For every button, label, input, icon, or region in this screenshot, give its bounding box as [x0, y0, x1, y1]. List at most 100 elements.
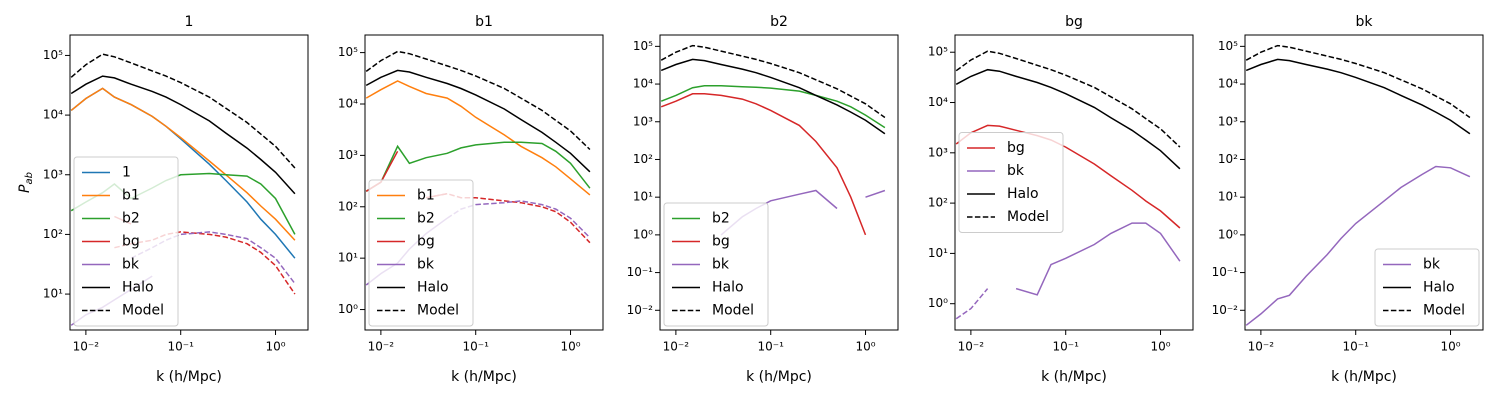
- series-line: [955, 288, 989, 320]
- y-tick-label: 10⁵: [928, 45, 948, 59]
- legend-box: [73, 156, 179, 327]
- subplot: b2 k (h/Mpc) 10⁻² 10⁻¹ 10⁰ 10⁻² 10⁻¹ 10⁰ 10¹ 10² 1…: [627, 14, 899, 385]
- x-tick-label: 10⁻²: [958, 340, 985, 354]
- legend-label: bg: [122, 234, 140, 250]
- y-tick-label: 10²: [338, 199, 358, 213]
- series-line: [1245, 44, 1471, 119]
- subplot: b1 k (h/Mpc) 10⁻² 10⁻¹ 10⁰ 10⁰ 10¹ 10² 10³ 10⁴ 10⁵…: [338, 14, 604, 385]
- y-tick-label: 10²: [43, 227, 63, 241]
- y-tick-label: 10⁵: [1218, 39, 1238, 53]
- series-line: [1245, 165, 1471, 326]
- legend-label: bk: [1423, 257, 1441, 273]
- y-tick-label: 10²: [1218, 152, 1238, 166]
- x-axis-label: k (h/Mpc): [156, 369, 222, 385]
- series-line: [660, 85, 886, 129]
- y-tick-label: 10⁰: [928, 296, 948, 310]
- legend: b1 b2 bg bk Halo Model: [368, 179, 474, 327]
- series-line: [70, 75, 296, 195]
- x-tick-label: 10⁻¹: [167, 340, 194, 354]
- series-line: [1245, 58, 1471, 135]
- legend-label: bk: [122, 257, 140, 273]
- y-tick-label: 10¹: [43, 287, 63, 301]
- legend-label: Model: [712, 303, 754, 319]
- subplot-title: b2: [770, 14, 788, 30]
- y-tick-label: 10³: [338, 148, 358, 162]
- subplot: bg k (h/Mpc) 10⁻² 10⁻¹ 10⁰ 10⁰ 10¹ 10² 10³ 10⁴ 10⁵…: [928, 14, 1194, 385]
- y-tick-label: 10⁻²: [627, 303, 654, 317]
- series-line: [365, 69, 591, 173]
- x-tick-label: 10⁻²: [663, 340, 690, 354]
- y-tick-label: 10³: [928, 145, 948, 159]
- subplot-title: b1: [475, 14, 493, 30]
- series-line: [660, 93, 867, 236]
- x-tick-label: 10⁻¹: [1052, 340, 1079, 354]
- legend-label: bg: [1007, 140, 1025, 156]
- legend-label: Halo: [712, 280, 744, 296]
- y-tick-label: 10¹: [928, 246, 948, 260]
- y-tick-label: 10²: [928, 196, 948, 210]
- legend-box: [1374, 248, 1480, 327]
- y-tick-label: 10³: [1218, 114, 1238, 128]
- plot-frame: [954, 34, 1194, 331]
- subplot: 1 k (h/Mpc) Pab 10⁻² 10⁻¹ 10⁰ 10¹ 10² 10³ 10⁴ 10⁵ 1…: [17, 14, 309, 385]
- x-tick-label: 10⁻²: [1248, 340, 1275, 354]
- y-tick-label: 10⁻²: [1212, 303, 1239, 317]
- series-line: [365, 50, 591, 151]
- legend-label: b1: [417, 188, 435, 204]
- y-tick-label: 10⁵: [633, 39, 653, 53]
- subplot: bk k (h/Mpc) 10⁻² 10⁻¹ 10⁰ 10⁻² 10⁻¹ 10⁰ 10¹ 10² 1…: [1212, 14, 1484, 385]
- legend-label: Halo: [1423, 280, 1455, 296]
- subplot-title: 1: [185, 14, 194, 30]
- legend-label: Halo: [1007, 186, 1039, 202]
- series-line: [114, 231, 296, 295]
- x-tick-label: 10⁻¹: [462, 340, 489, 354]
- y-tick-label: 10⁴: [633, 77, 653, 91]
- x-tick-label: 10⁰: [560, 340, 580, 354]
- x-tick-label: 10⁰: [855, 340, 875, 354]
- legend-label: 1: [122, 165, 131, 181]
- legend-label: b2: [122, 211, 140, 227]
- legend: bg bk Halo Model: [958, 132, 1064, 233]
- x-tick-label: 10⁰: [1150, 340, 1170, 354]
- legend-box: [368, 179, 474, 327]
- legend-label: b2: [712, 211, 730, 227]
- legend: 1 b1 b2 bg bk Halo Model: [73, 156, 179, 327]
- legend-label: Model: [1007, 209, 1049, 225]
- legend-label: bg: [417, 234, 435, 250]
- legend-label: bk: [712, 257, 730, 273]
- x-axis-label: k (h/Mpc): [1041, 369, 1107, 385]
- y-tick-label: 10⁵: [338, 45, 358, 59]
- legend-box: [663, 202, 769, 327]
- y-tick-label: 10²: [633, 152, 653, 166]
- legend-label: Halo: [417, 280, 449, 296]
- y-tick-label: 10⁴: [338, 96, 358, 110]
- legend-label: bk: [1007, 163, 1025, 179]
- y-tick-label: 10⁵: [43, 48, 63, 62]
- series-line: [130, 231, 296, 285]
- y-tick-label: 10⁰: [633, 227, 653, 241]
- y-tick-label: 10¹: [1218, 190, 1238, 204]
- legend-label: bg: [712, 234, 730, 250]
- x-tick-label: 10⁻¹: [757, 340, 784, 354]
- series-line: [1015, 222, 1181, 296]
- legend-label: b2: [417, 211, 435, 227]
- y-tick-label: 10¹: [633, 190, 653, 204]
- legend-label: Model: [1423, 303, 1465, 319]
- plot-frame: [364, 34, 604, 331]
- legend: bk Halo Model: [1374, 248, 1480, 327]
- x-axis-label: k (h/Mpc): [451, 369, 517, 385]
- subplot-title: bk: [1356, 14, 1374, 30]
- legend-label: b1: [122, 188, 140, 204]
- y-tick-label: 10⁻¹: [1212, 265, 1239, 279]
- series-line: [70, 87, 296, 241]
- y-tick-label: 10⁴: [1218, 77, 1238, 91]
- y-tick-label: 10⁰: [338, 302, 358, 316]
- legend: b2 bg bk Halo Model: [663, 202, 769, 327]
- x-tick-label: 10⁻¹: [1342, 340, 1369, 354]
- y-tick-label: 10⁰: [1218, 227, 1238, 241]
- series-line: [365, 141, 591, 192]
- x-tick-label: 10⁰: [265, 340, 285, 354]
- legend-label: Model: [122, 303, 164, 319]
- series-line: [365, 80, 591, 196]
- series-line: [70, 53, 296, 169]
